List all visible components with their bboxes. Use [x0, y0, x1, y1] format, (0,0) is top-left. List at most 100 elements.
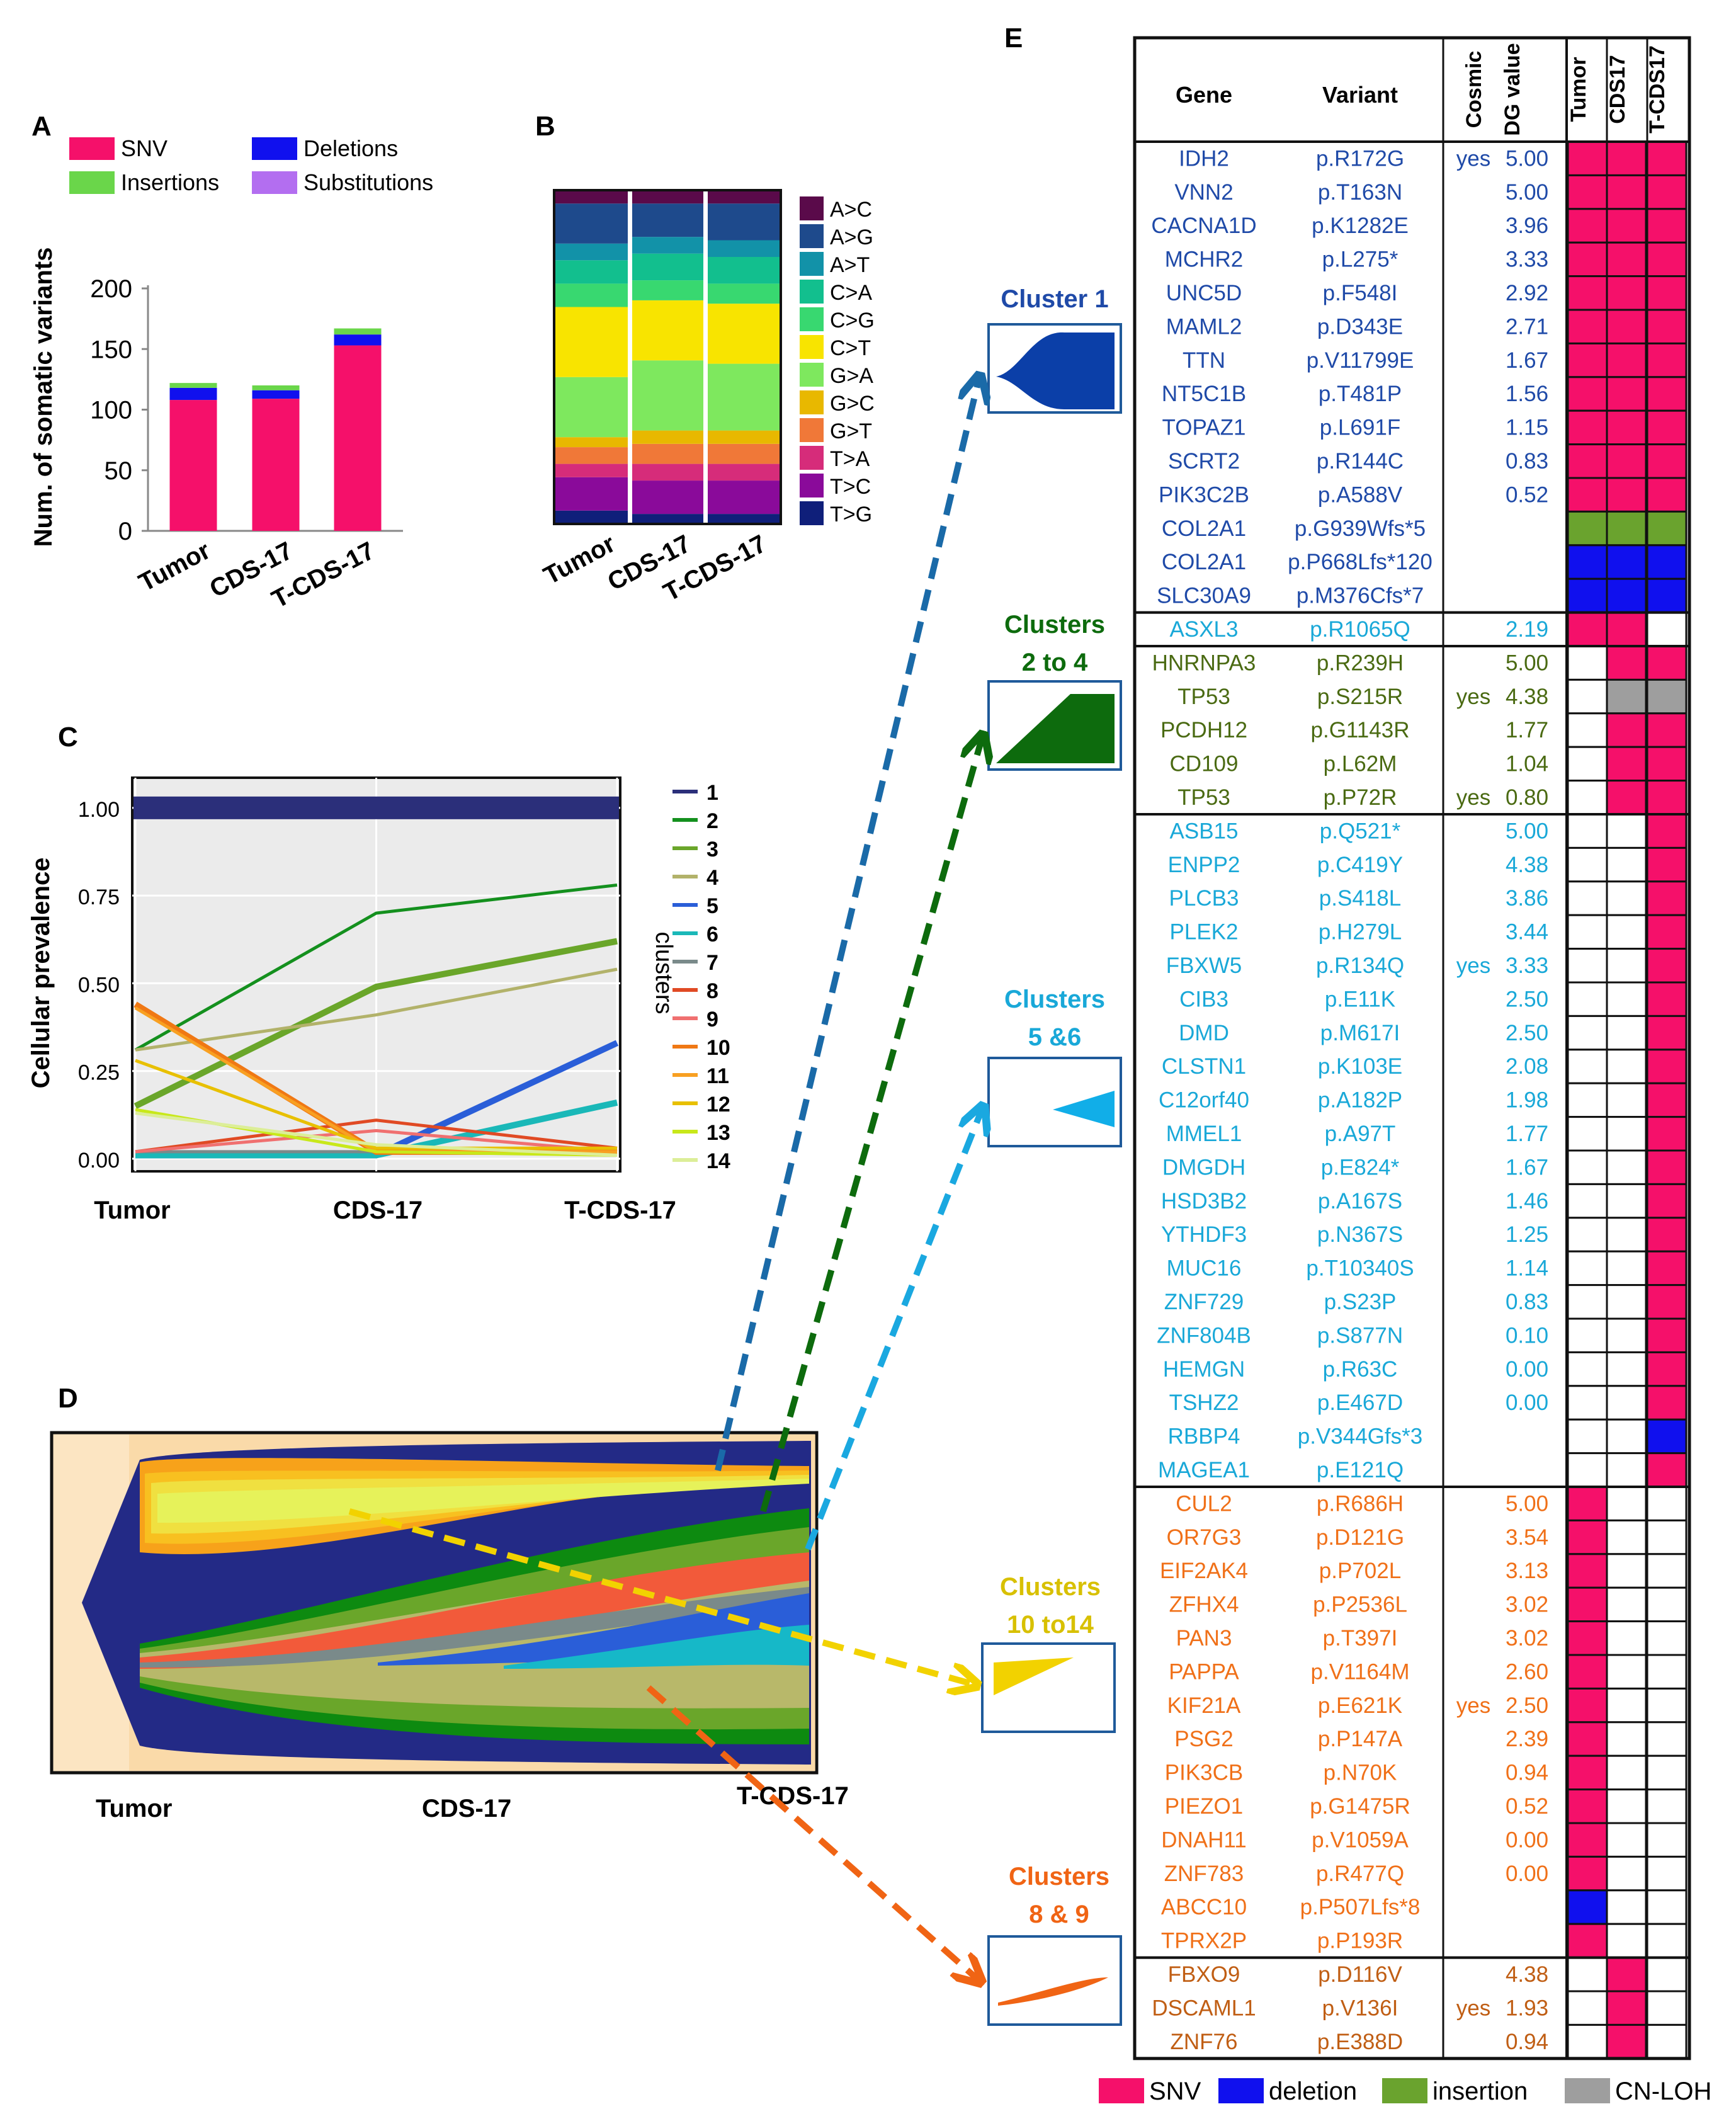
e-cell-piezo1-0 — [1567, 1788, 1608, 1824]
e-cell-nt5c1b-0 — [1567, 376, 1608, 412]
e-dg-znf783: 0.00 — [1506, 1862, 1548, 1886]
e-cell-dnah11-2 — [1646, 1822, 1688, 1858]
b-seg-tumor-g-a — [554, 377, 630, 438]
b-legend-swatch-a-g — [800, 224, 824, 248]
callout-clusters-5-6-sub: 5 &6 — [1028, 1023, 1082, 1051]
fish-label-cds17: CDS-17 — [422, 1795, 511, 1822]
b-seg-t-cds-17-c-a — [705, 257, 781, 284]
e-cell-col2a1-2 — [1646, 544, 1688, 580]
e-variant-p-n70k: p.N70K — [1324, 1761, 1397, 1785]
b-seg-t-cds-17-c-t — [705, 304, 781, 364]
e-dg-psg2: 2.39 — [1506, 1727, 1548, 1751]
e-variant-p-n367s: p.N367S — [1317, 1222, 1403, 1247]
b-seg-cds-17-c-a — [630, 253, 705, 281]
e-cell-col2a1-0 — [1567, 510, 1608, 547]
e-gene-enpp2: ENPP2 — [1168, 853, 1240, 877]
e-cell-pappa-0 — [1567, 1654, 1608, 1690]
e-cell-tp53-2 — [1646, 780, 1688, 816]
e-variant-p-k1282e: p.K1282E — [1312, 213, 1409, 238]
e-cell-znf804b-0 — [1567, 1317, 1608, 1353]
e-variant-p-p147a: p.P147A — [1318, 1727, 1403, 1751]
b-seg-cds-17-g-a — [630, 360, 705, 431]
e-gene-psg2: PSG2 — [1174, 1727, 1233, 1751]
e-variant-p-g1143r: p.G1143R — [1311, 718, 1410, 742]
c-legend-label-13: 13 — [706, 1121, 730, 1145]
e-variant-p-t397i: p.T397I — [1323, 1626, 1398, 1651]
e-cell-vnn2-2 — [1646, 174, 1688, 210]
b-legend-swatch-g-c — [800, 390, 824, 414]
e-legend-swatch-deletion — [1218, 2078, 1264, 2103]
e-cell-tshz2-1 — [1606, 1385, 1647, 1421]
callout-clusters-5-6: Clusters 5 &6 — [987, 986, 1122, 1147]
e-gene-hsd3b2: HSD3B2 — [1161, 1189, 1247, 1214]
c-x-label-t-cds-17: T-CDS-17 — [564, 1197, 676, 1224]
e-gene-cacna1d: CACNA1D — [1151, 213, 1256, 238]
e-variant-p-p193r: p.P193R — [1317, 1929, 1403, 1953]
e-gene-piezo1: PIEZO1 — [1165, 1794, 1243, 1819]
e-dg-mchr2: 3.33 — [1506, 247, 1548, 272]
e-gene-topaz1: TOPAZ1 — [1162, 416, 1246, 440]
e-dg-tp53: 0.80 — [1506, 785, 1548, 810]
e-cell-unc5d-0 — [1567, 275, 1608, 311]
e-cell-tp53-2 — [1646, 678, 1688, 715]
e-cosmic-dscaml1: yes — [1456, 1996, 1490, 2020]
e-gene-hemgn: HEMGN — [1163, 1357, 1245, 1382]
panel-e-variant-table: Gene Variant Cosmic DG value Tumor CDS17 T-CDS… — [1133, 36, 1691, 2061]
e-legend-swatch-insertion — [1382, 2078, 1427, 2103]
e-cosmic-kif21a: yes — [1456, 1693, 1490, 1718]
e-cell-znf783-2 — [1646, 1855, 1688, 1892]
e-cell-dmd-2 — [1646, 1015, 1688, 1051]
e-cell-pcdh12-0 — [1567, 712, 1608, 748]
b-seg-t-cds-17-c-g — [705, 283, 781, 304]
e-cell-pan3-1 — [1606, 1620, 1647, 1656]
e-dg-mmel1: 1.77 — [1506, 1122, 1548, 1146]
e-gene-fbxo9: FBXO9 — [1168, 1962, 1240, 1987]
e-dg-enpp2: 4.38 — [1506, 853, 1548, 877]
e-gene-idh2: IDH2 — [1179, 146, 1229, 171]
e-gene-magea1: MAGEA1 — [1158, 1458, 1250, 1482]
e-cell-slc30a9-1 — [1606, 577, 1647, 614]
c-x-label-tumor: Tumor — [94, 1197, 170, 1224]
e-dg-hsd3b2: 1.46 — [1506, 1189, 1548, 1214]
e-dg-pik3c2b: 0.52 — [1506, 482, 1548, 507]
e-gene-scrt2: SCRT2 — [1168, 449, 1240, 474]
e-dg-ttn: 1.67 — [1506, 348, 1548, 373]
a-legend-swatch-insertions — [69, 171, 115, 194]
e-variant-p-v1059a: p.V1059A — [1312, 1828, 1409, 1852]
e-cell-plcb3-0 — [1567, 880, 1608, 916]
c-line-cluster-8 — [135, 1118, 618, 1154]
e-cell-scrt2-0 — [1567, 443, 1608, 479]
e-variant-p-m376cfs-7: p.M376Cfs*7 — [1296, 584, 1424, 608]
a-legend-label-snv: SNV — [121, 135, 167, 161]
e-gene-slc30a9: SLC30A9 — [1157, 584, 1251, 608]
e-dg-dscaml1: 1.93 — [1506, 1996, 1548, 2020]
e-gene-fbxw5: FBXW5 — [1166, 953, 1242, 978]
a-y-tick-label: 100 — [90, 397, 132, 424]
e-gene-znf729: ZNF729 — [1164, 1290, 1244, 1314]
b-seg-cds-17-g-c — [630, 430, 705, 444]
fish-label-tcds17: T-CDS-17 — [737, 1782, 849, 1810]
e-variant-p-v344gfs-3: p.V344Gfs*3 — [1298, 1424, 1422, 1449]
e-dg-or7g3: 3.54 — [1506, 1525, 1548, 1550]
e-cell-ythdf3-1 — [1606, 1217, 1647, 1253]
e-gene-col2a1: COL2A1 — [1162, 516, 1246, 541]
e-dg-zfhx4: 3.02 — [1506, 1593, 1548, 1617]
e-cell-mmel1-2 — [1646, 1116, 1688, 1152]
c-line-cluster-14 — [135, 1111, 618, 1157]
e-cell-kif21a-0 — [1567, 1687, 1608, 1724]
b-legend-swatch-t-g — [800, 501, 824, 525]
callout-clusters-8-9: Clusters 8 & 9 — [987, 1863, 1122, 2026]
e-gene-asxl3: ASXL3 — [1170, 617, 1239, 642]
e-dg-vnn2: 5.00 — [1506, 180, 1548, 205]
e-variant-p-q521-: p.Q521* — [1320, 819, 1401, 843]
panel-b-mutation-spectrum: TumorCDS-17T-CDS-17A>CA>GA>TC>AC>GC>TG>A… — [539, 189, 875, 606]
e-gene-nt5c1b: NT5C1B — [1162, 382, 1246, 406]
e-dg-unc5d: 2.92 — [1506, 281, 1548, 305]
b-legend-swatch-a-c — [800, 196, 824, 220]
e-cell-eif2ak4-0 — [1567, 1553, 1608, 1589]
e-cell-psg2-0 — [1567, 1721, 1608, 1757]
b-seg-t-cds-17-a-t — [705, 240, 781, 257]
panel-e-legend: SNV deletion insertion CN-LOH — [1099, 2078, 1711, 2105]
e-dg-kif21a: 2.50 — [1506, 1693, 1548, 1718]
